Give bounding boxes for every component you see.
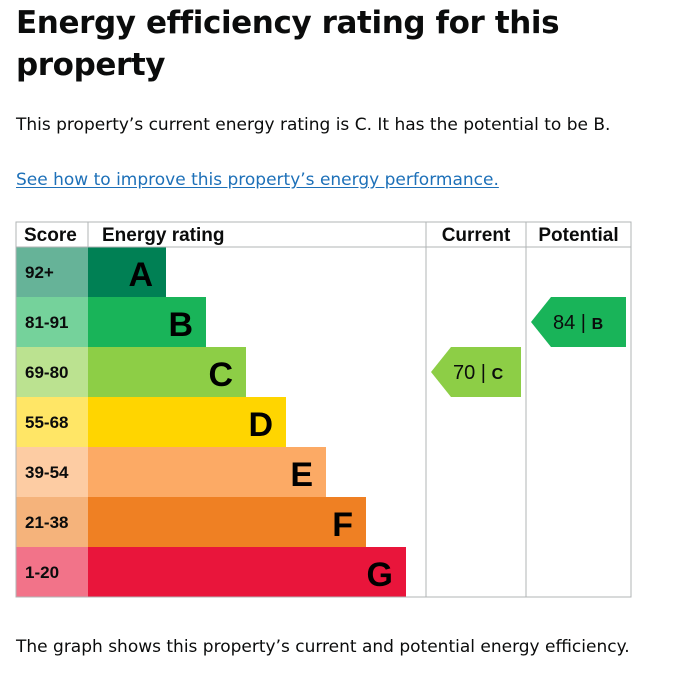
score-cell-f (16, 497, 88, 547)
header-energy-rating: Energy rating (102, 225, 224, 246)
rating-bar-a (88, 247, 166, 297)
potential-rating-arrow (531, 297, 626, 347)
header-current: Current (442, 225, 511, 246)
potential-rating-label: 84 | B (553, 312, 603, 334)
rating-bar-d (88, 397, 286, 447)
rating-letter-g: G (367, 556, 393, 594)
page-title: Energy efficiency rating for this proper… (16, 5, 560, 83)
score-range-g: 1-20 (25, 563, 59, 582)
score-cell-a (16, 247, 88, 297)
rating-summary: This property’s current energy rating is… (16, 115, 611, 135)
rating-bar-g (88, 547, 406, 597)
rating-bar-e (88, 447, 326, 497)
rating-letter-f: F (332, 506, 353, 544)
header-score: Score (24, 225, 77, 246)
chart-caption: The graph shows this property’s current … (16, 637, 630, 657)
score-range-a: 92+ (25, 263, 54, 282)
current-rating-arrow (431, 347, 521, 397)
rating-letter-a: A (128, 256, 153, 294)
rating-bar-b (88, 297, 206, 347)
current-rating-label: 70 | C (453, 362, 504, 384)
rating-letter-e: E (290, 456, 313, 494)
score-range-d: 55-68 (25, 413, 68, 432)
score-range-c: 69-80 (25, 363, 68, 382)
rating-letter-b: B (168, 306, 193, 344)
chart-border (15, 221, 632, 598)
score-cell-b (16, 297, 88, 347)
score-cell-e (16, 447, 88, 497)
score-range-e: 39-54 (25, 463, 69, 482)
score-cell-c (16, 347, 88, 397)
rating-bar-c (88, 347, 246, 397)
rating-letter-c: C (208, 356, 233, 394)
score-cell-g (16, 547, 88, 597)
improve-performance-link[interactable]: See how to improve this property’s energ… (16, 170, 499, 190)
score-range-b: 81-91 (25, 313, 68, 332)
header-potential: Potential (538, 225, 618, 246)
score-range-f: 21-38 (25, 513, 68, 532)
rating-letter-d: D (248, 406, 273, 444)
rating-bar-f (88, 497, 366, 547)
score-cell-d (16, 397, 88, 447)
